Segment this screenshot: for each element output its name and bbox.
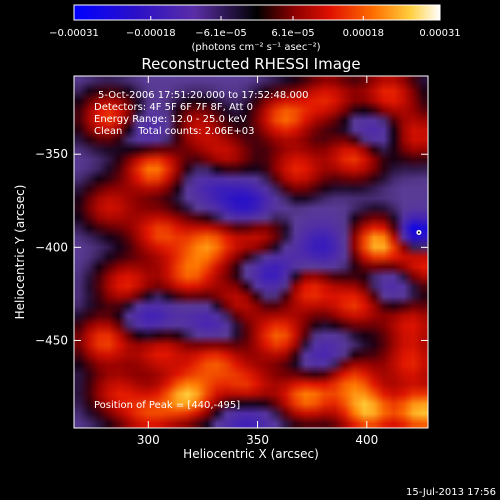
x-axis-label: Heliocentric X (arcsec) (183, 447, 319, 461)
x-tick-label: 350 (246, 433, 269, 447)
colorbar-ticks: −0.00031 −0.00018 −6.1e−05 6.1e−05 0.00018 0.… (49, 16, 461, 39)
annotation-time: 5-Oct-2006 17:51:20.000 to 17:52:48.000 (98, 90, 309, 101)
colorbar-tick-label: 0.00018 (343, 28, 384, 39)
chart-title: Reconstructed RHESSI Image (141, 55, 360, 73)
y-tick-label: −450 (35, 333, 68, 347)
colorbar (73, 4, 441, 21)
colorbar-unit-label: (photons cm⁻² s⁻¹ asec⁻²) (191, 42, 320, 53)
y-axis-ticks: −350 −400 −450 (35, 147, 428, 347)
colorbar-tick-label: −0.00031 (49, 28, 99, 39)
colorbar-tick-label: −0.00018 (126, 28, 176, 39)
y-axis-label: Heliocentric Y (arcsec) (13, 185, 27, 320)
colorbar-tick-label: 6.1e−05 (271, 28, 314, 39)
peak-dot-center (417, 231, 420, 234)
annotation-detectors: Detectors: 4F 5F 6F 7F 8F, Att 0 (94, 102, 253, 113)
annotation-energy: Energy Range: 12.0 - 25.0 keV (94, 114, 247, 125)
peak-marker (416, 229, 422, 235)
heatmap-image (74, 76, 428, 428)
colorbar-tick-label: 0.00031 (419, 28, 460, 39)
x-tick-label: 300 (137, 433, 160, 447)
colorbar-tick-label: −6.1e−05 (195, 28, 247, 39)
x-axis-ticks: 300 350 400 (137, 76, 378, 447)
date-stamp: 15-Jul-2013 17:56 (406, 487, 496, 498)
annotation-counts: Clean Total counts: 2.06E+03 (94, 126, 254, 137)
x-tick-label: 400 (355, 433, 378, 447)
peak-position-label: Position of Peak = [440,-495] (94, 400, 240, 411)
y-tick-label: −350 (35, 147, 68, 161)
y-tick-label: −400 (35, 240, 68, 254)
plot-frame (73, 75, 429, 429)
